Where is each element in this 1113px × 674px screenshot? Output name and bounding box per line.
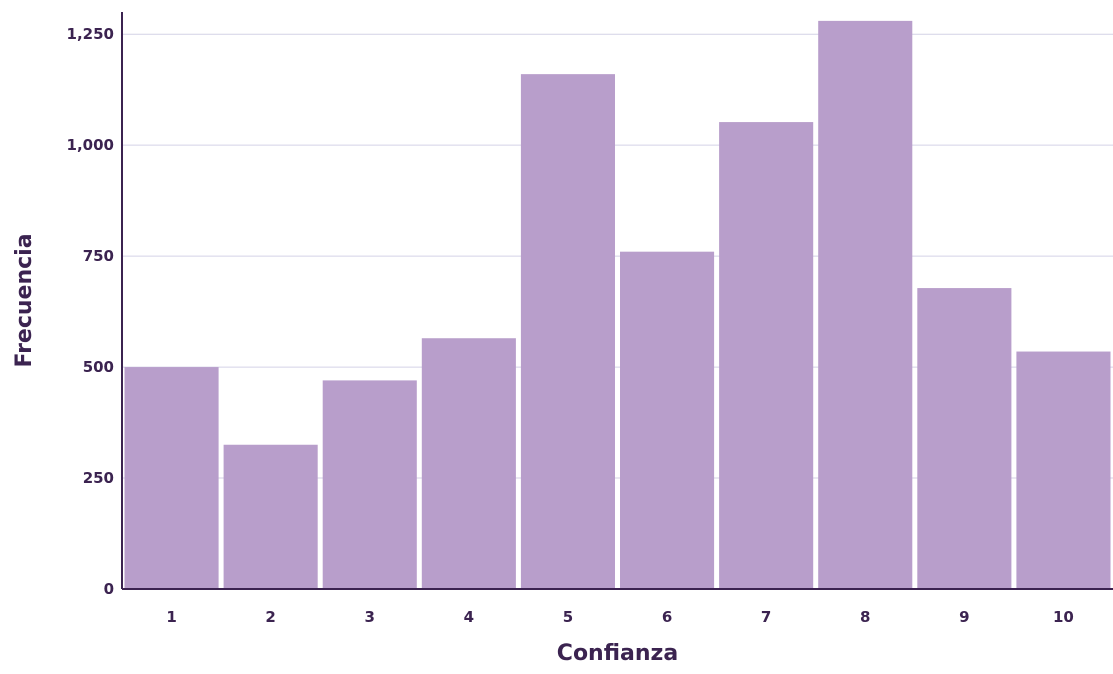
y-tick-labels: 0 250 500 750 1,000 1,250 [67,25,114,598]
bar-9 [917,288,1012,589]
y-tick-label: 0 [104,580,114,598]
bar-3 [322,380,417,589]
bar-7 [719,122,814,589]
x-tick-label: 3 [365,608,375,626]
x-tick-label: 6 [662,608,672,626]
y-tick-label: 250 [83,469,114,487]
x-tick-label: 2 [265,608,275,626]
x-tick-label: 7 [761,608,771,626]
x-tick-label: 1 [166,608,176,626]
x-tick-label: 5 [563,608,573,626]
bar-10 [1016,351,1111,589]
bar-5 [520,74,615,590]
x-axis-title: Confianza [557,641,678,666]
x-tick-label: 10 [1053,608,1074,626]
x-tick-label: 4 [464,608,474,626]
bar-4 [421,338,516,589]
y-tick-label: 750 [83,247,114,265]
x-tick-label: 9 [959,608,969,626]
bar-2 [223,444,318,589]
x-tick-label: 8 [860,608,870,626]
bar-8 [818,20,913,589]
x-tick-labels: 1 2 3 4 5 6 7 8 9 10 [166,608,1074,626]
bars [124,20,1111,590]
y-tick-label: 500 [83,358,114,376]
bar-6 [620,251,715,589]
bar-1 [124,367,219,589]
y-axis-title: Frecuencia [12,233,37,367]
y-tick-label: 1,000 [67,136,114,154]
axes [121,12,1113,590]
y-tick-label: 1,250 [67,25,114,43]
